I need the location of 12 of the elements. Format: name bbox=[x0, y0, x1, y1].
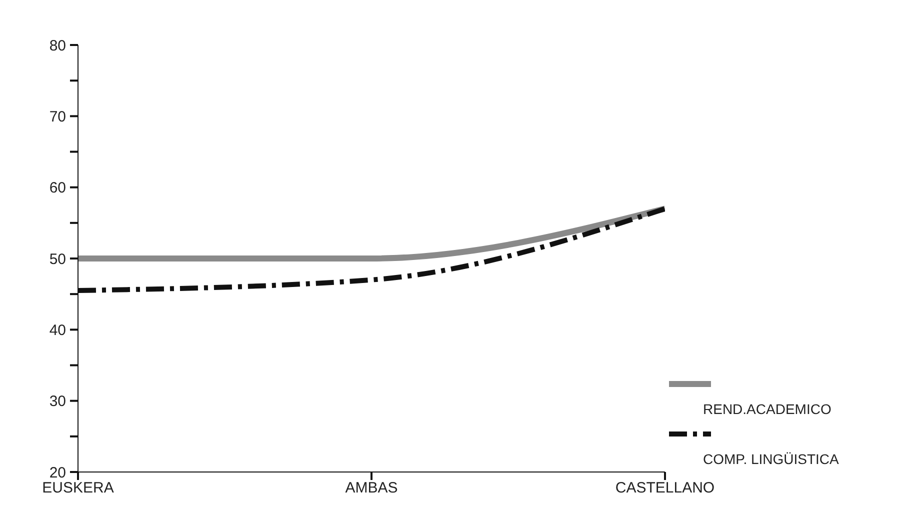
x-tick-label: CASTELLANO bbox=[615, 480, 715, 497]
y-tick-label: 20 bbox=[49, 464, 66, 482]
y-tick-label: 40 bbox=[49, 322, 66, 339]
text: COMP. LINGÜISTICA bbox=[703, 451, 840, 467]
y-tick-label: 70 bbox=[49, 108, 66, 126]
y-tick-label: 30 bbox=[49, 393, 66, 410]
x-tick-label: AMBAS bbox=[345, 480, 398, 497]
legend-label: REND.ACADEMICO bbox=[703, 401, 832, 417]
y-tick-label: 50 bbox=[49, 250, 66, 268]
x-tick-label: EUSKERA bbox=[42, 480, 114, 497]
y-tick-label: 60 bbox=[49, 180, 66, 197]
y-tick-label: 80 bbox=[49, 37, 66, 54]
